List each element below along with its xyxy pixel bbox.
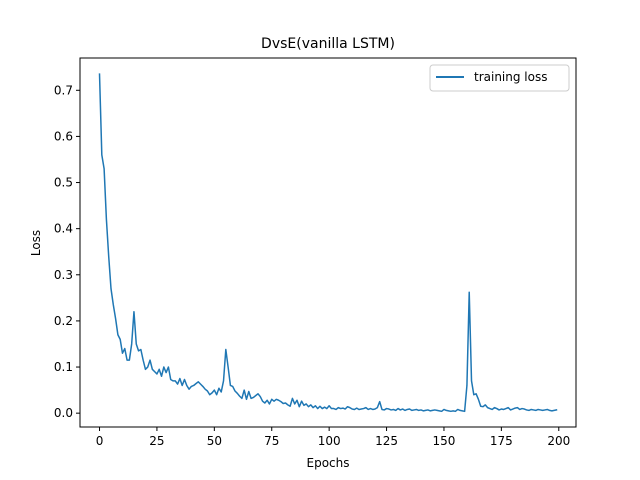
- y-tick-label: 0.0: [54, 406, 73, 420]
- x-tick-label: 50: [207, 434, 222, 448]
- series-layer: [98, 73, 558, 413]
- y-tick-label: 0.5: [54, 176, 73, 190]
- x-axis: 0 25 50 75 100 125 150 175 200: [96, 427, 570, 448]
- y-tick-label: 0.1: [54, 360, 73, 374]
- y-tick-label: 0.7: [54, 83, 73, 97]
- y-tick-label: 0.6: [54, 129, 73, 143]
- y-tick-label: 0.4: [54, 222, 73, 236]
- legend: training loss: [429, 64, 570, 92]
- y-tick-label: 0.2: [54, 314, 73, 328]
- y-tick-label: 0.3: [54, 268, 73, 282]
- x-tick-label: 175: [490, 434, 513, 448]
- chart-title: DvsE(vanilla LSTM): [261, 36, 395, 52]
- x-tick-label: 25: [149, 434, 164, 448]
- x-tick-label: 150: [433, 434, 456, 448]
- plot-area: 0 25 50 75 100 125 150 175 200 0.00.10.20.30.40.…: [54, 57, 577, 448]
- x-axis-label: Epochs: [307, 456, 350, 470]
- legend-box: [429, 64, 570, 92]
- plot-frame: [79, 57, 577, 428]
- legend-label-training-loss: training loss: [474, 70, 547, 84]
- x-tick-label: 200: [547, 434, 570, 448]
- y-axis: 0.0 0.1 0.2 0.3 0.4 0.5 0.6 0.7: [54, 83, 80, 420]
- series-line-training-loss: [98, 73, 558, 413]
- x-tick-label: 75: [264, 434, 279, 448]
- x-tick-label: 0: [96, 434, 104, 448]
- x-tick-label: 100: [318, 434, 341, 448]
- x-tick-label: 125: [375, 434, 398, 448]
- y-axis-label: Loss: [29, 230, 43, 256]
